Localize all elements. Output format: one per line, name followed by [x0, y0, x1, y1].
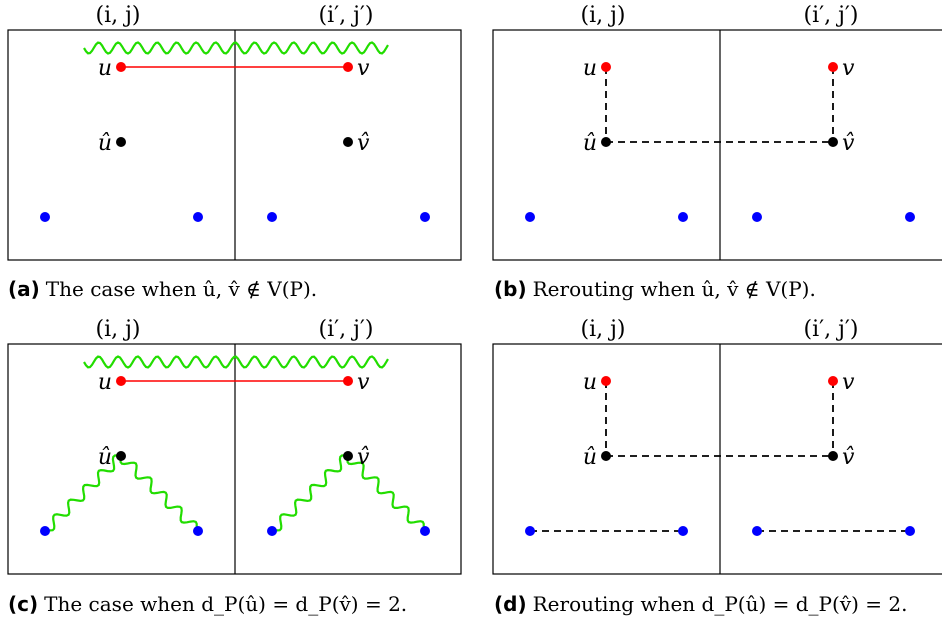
panel-c-label-u: u	[98, 370, 112, 395]
panel-b-vertex-blue-2	[678, 212, 688, 222]
panel-c-path-uhat-right	[119, 455, 198, 534]
panel-a-path-p-wavy	[83, 41, 389, 55]
caption-c-letter: (c)	[8, 592, 39, 616]
caption-b-letter: (b)	[494, 277, 527, 301]
panel-d-vertex-blue-2	[678, 526, 688, 536]
panel-a-vertex-v-hat	[343, 137, 353, 147]
caption-a-letter: (a)	[8, 277, 40, 301]
panel-d-vertex-u-hat	[601, 451, 611, 461]
caption-c-text: The case when d_P(û) = d_P(v̂) = 2.	[44, 592, 408, 616]
caption-c: (c) The case when d_P(û) = d_P(v̂) = 2.	[8, 592, 407, 616]
panel-c-vertex-u-hat	[116, 451, 126, 461]
panel-a: (i, j) (i′, j′) u v û v̂	[7, 3, 462, 261]
panel-a-vertex-u	[116, 62, 126, 72]
panel-b-label-v-hat: v̂	[842, 131, 855, 156]
panel-c-path-vhat-left	[270, 454, 349, 532]
panel-c-label-v: v	[357, 370, 370, 395]
panel-d-label-v-hat: v̂	[842, 445, 855, 470]
panel-a-cell-label-left: (i, j)	[95, 3, 140, 28]
panel-c-path-p-wavy	[83, 355, 389, 369]
panel-d-label-u: u	[583, 370, 597, 395]
panel-a-label-v-hat: v̂	[357, 131, 370, 156]
panel-b-label-v: v	[842, 56, 855, 81]
panel-c-cell-label-right: (i′, j′)	[319, 317, 374, 342]
panel-b-vertex-v-hat	[828, 137, 838, 147]
panel-b-cell-label-left: (i, j)	[580, 3, 625, 28]
panel-d-vertex-u	[601, 376, 611, 386]
panel-c: (i, j) (i′, j′) u v û v̂	[7, 317, 462, 575]
panel-c-vertex-u	[116, 376, 126, 386]
caption-d-text: Rerouting when d_P(û) = d_P(v̂) = 2.	[532, 592, 908, 616]
panel-b-vertex-u-hat	[601, 137, 611, 147]
panel-a-vertex-blue-3	[267, 212, 277, 222]
panel-d-cell-label-right: (i′, j′)	[804, 317, 859, 342]
panel-c-vertex-v-hat	[343, 451, 353, 461]
panel-c-vertex-blue-2	[193, 526, 203, 536]
panel-b-cell-label-right: (i′, j′)	[804, 3, 859, 28]
panel-c-path-uhat-left	[43, 454, 122, 532]
panel-a-label-u-hat: û	[98, 131, 112, 156]
panel-c-label-v-hat: v̂	[357, 445, 370, 470]
panel-a-vertex-u-hat	[116, 137, 126, 147]
panel-a-vertex-blue-1	[40, 212, 50, 222]
caption-b-text: Rerouting when û, v̂ ∉ V(P).	[532, 277, 816, 301]
panel-c-vertex-v	[343, 376, 353, 386]
panel-d-vertex-blue-3	[752, 526, 762, 536]
panel-b-vertex-blue-3	[752, 212, 762, 222]
panel-b-vertex-v	[828, 62, 838, 72]
panel-d-frame	[492, 343, 942, 575]
panel-c-vertex-blue-3	[267, 526, 277, 536]
panel-a-label-v: v	[357, 56, 370, 81]
panel-b-label-u: u	[583, 56, 597, 81]
panel-a-vertex-blue-4	[420, 212, 430, 222]
caption-d: (d) Rerouting when d_P(û) = d_P(v̂) = 2.	[494, 592, 907, 616]
panel-d-vertex-blue-1	[525, 526, 535, 536]
panel-c-path-vhat-right	[346, 455, 425, 534]
panel-a-cell-label-right: (i′, j′)	[319, 3, 374, 28]
panel-b-frame	[492, 29, 942, 261]
panel-a-vertex-v	[343, 62, 353, 72]
caption-d-letter: (d)	[494, 592, 527, 616]
panel-b-vertex-u	[601, 62, 611, 72]
panel-b: (i, j) (i′, j′) u v û v̂	[492, 3, 942, 261]
panel-b-label-u-hat: û	[583, 131, 597, 156]
panel-c-cell-label-left: (i, j)	[95, 317, 140, 342]
caption-a: (a) The case when û, v̂ ∉ V(P).	[8, 277, 317, 301]
panel-c-label-u-hat: û	[98, 445, 112, 470]
panel-d-cell-label-left: (i, j)	[580, 317, 625, 342]
panel-d-vertex-v-hat	[828, 451, 838, 461]
panel-d: (i, j) (i′, j′) u v û v̂	[492, 317, 942, 575]
panel-d-label-v: v	[842, 370, 855, 395]
caption-a-text: The case when û, v̂ ∉ V(P).	[45, 277, 318, 301]
panel-a-label-u: u	[98, 56, 112, 81]
panel-d-vertex-v	[828, 376, 838, 386]
caption-b: (b) Rerouting when û, v̂ ∉ V(P).	[494, 277, 816, 301]
panel-b-vertex-blue-4	[905, 212, 915, 222]
panel-c-vertex-blue-4	[420, 526, 430, 536]
panel-b-vertex-blue-1	[525, 212, 535, 222]
panel-d-label-u-hat: û	[583, 445, 597, 470]
panel-d-vertex-blue-4	[905, 526, 915, 536]
panel-a-vertex-blue-2	[193, 212, 203, 222]
panel-c-vertex-blue-1	[40, 526, 50, 536]
